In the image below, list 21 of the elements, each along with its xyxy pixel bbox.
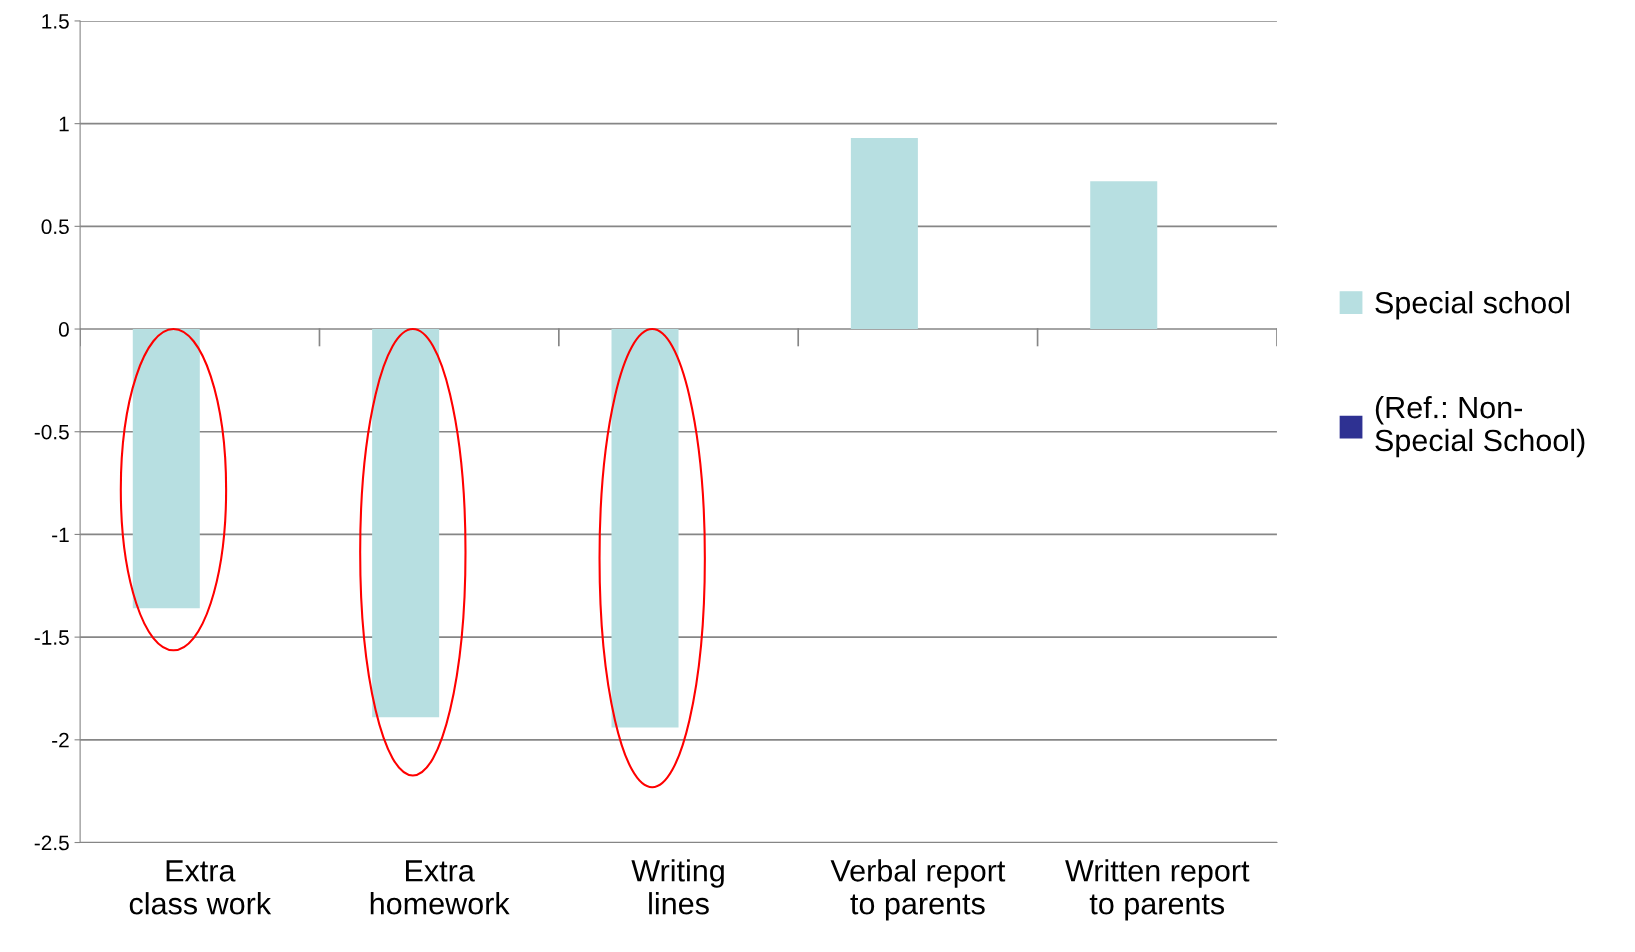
y-tick-label: 1.5 — [42, 14, 69, 29]
y-tick-label: -0.5 — [34, 424, 69, 440]
x-tick-label: Writing lines — [631, 859, 724, 915]
x-tick-label: Extra class work — [129, 860, 272, 915]
bar — [132, 329, 200, 609]
y-tick-label: -1 — [52, 527, 69, 542]
bar — [611, 329, 679, 728]
legend-label: (Ref.: Non-Special School) — [1375, 395, 1585, 458]
bar — [850, 138, 918, 330]
y-tick-label: -1.5 — [34, 630, 69, 645]
bar — [1090, 181, 1158, 330]
legend-label: Special school — [1375, 291, 1569, 320]
y-tick-label: 1 — [59, 116, 69, 132]
bar — [372, 329, 440, 718]
y-tick-label: 0 — [58, 322, 69, 337]
y-tick-label: 0.5 — [41, 219, 69, 235]
y-tick-label: -2.5 — [34, 835, 69, 851]
x-tick-label: Verbal report to parents — [830, 859, 1006, 921]
y-tick-label: -2 — [52, 732, 69, 748]
x-tick-label: Written report to parents — [1065, 859, 1250, 921]
x-tick-label: Extra homework — [370, 860, 510, 915]
